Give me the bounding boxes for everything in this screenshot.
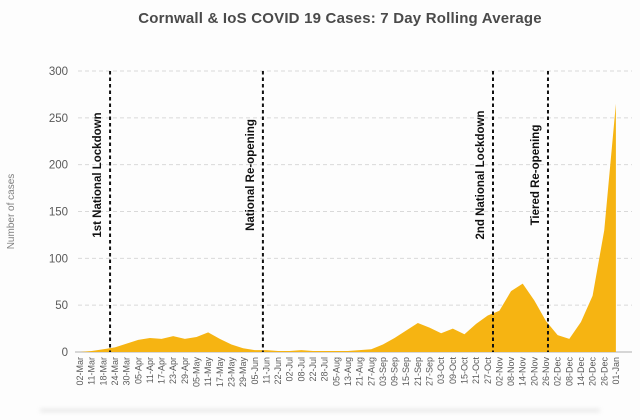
x-tick-label: 02-Nov [494, 357, 504, 387]
y-tick-label: 100 [49, 253, 68, 265]
x-tick-label: 14-Dec [576, 357, 586, 387]
x-tick-label: 11-Apr [145, 357, 155, 383]
x-tick-label: 21-Oct [471, 357, 481, 385]
x-tick-label: 05-Apr [133, 357, 143, 384]
x-tick-label: 29-Apr [180, 357, 190, 384]
x-tick-label: 03-Oct [436, 357, 446, 385]
x-tick-label: 03-Sep [378, 357, 388, 386]
y-tick-label: 250 [49, 113, 68, 125]
x-tick-label: 11-Mar [87, 357, 97, 385]
x-tick-label: 11-Jun [261, 357, 271, 384]
photo-smudge [40, 409, 600, 412]
y-axis-title: Number of cases [6, 174, 17, 250]
annotation-label: Tiered Re-opening [530, 125, 542, 226]
x-tick-label: 27-Oct [483, 357, 493, 385]
x-tick-label: 01-Jan [611, 357, 621, 385]
x-tick-label: 13-Aug [343, 357, 353, 386]
x-tick-label: 18-Mar [98, 357, 108, 386]
x-tick-label: 30-Mar [122, 357, 132, 386]
y-tick-label: 200 [49, 160, 68, 172]
chart-title: Cornwall & IoS COVID 19 Cases: 7 Day Rol… [138, 10, 542, 27]
x-tick-label: 27-Aug [366, 357, 376, 386]
x-tick-label: 15-Oct [459, 357, 469, 385]
x-tick-label: 20-Nov [529, 357, 539, 387]
x-tick-label: 21-Sep [413, 357, 423, 386]
annotation-label: 2nd National Lockdown [475, 110, 487, 239]
y-tick-label: 0 [62, 347, 68, 359]
x-tick-label: 27-Sep [425, 357, 435, 386]
x-tick-label: 17-May [215, 357, 225, 388]
x-tick-label: 14-Nov [518, 357, 528, 387]
x-tick-label: 22-Jun [273, 357, 283, 385]
x-tick-label: 08-Dec [564, 357, 574, 387]
y-tick-label: 300 [49, 66, 68, 78]
x-tick-label: 20-Dec [588, 357, 598, 387]
x-tick-label: 05-Aug [331, 357, 341, 386]
x-tick-label: 09-Oct [448, 357, 458, 385]
x-tick-label: 26-Dec [599, 357, 609, 387]
x-tick-label: 21-Aug [355, 357, 365, 386]
x-tick-label: 22-Jul [308, 357, 318, 382]
x-tick-label: 15-Sep [401, 357, 411, 386]
x-tick-label: 08-Nov [506, 357, 516, 387]
y-tick-label: 150 [49, 207, 68, 219]
x-tick-label: 02-Dec [553, 357, 563, 387]
x-tick-label: 17-Apr [157, 357, 167, 384]
x-tick-label: 02-Mar [75, 357, 85, 386]
x-tick-label: 05-Jun [250, 357, 260, 385]
annotation-label: 1st National Lockdown [92, 112, 104, 237]
x-tick-label: 26-Nov [541, 357, 551, 387]
x-tick-label: 23-Apr [168, 357, 178, 384]
x-tick-label: 29-May [238, 357, 248, 388]
x-tick-label: 24-Mar [110, 357, 120, 386]
x-tick-label: 09-Sep [390, 357, 400, 386]
x-tick-label: 05-May [192, 357, 202, 388]
x-tick-label: 11-May [203, 357, 213, 387]
x-tick-label: 02-Jul [285, 357, 295, 382]
annotation-label: National Re-opening [245, 119, 257, 231]
x-tick-label: 23-May [226, 357, 236, 388]
x-tick-label: 08-Jul [296, 357, 306, 382]
y-tick-label: 50 [55, 300, 68, 312]
x-tick-label: 28-Jul [320, 357, 330, 382]
